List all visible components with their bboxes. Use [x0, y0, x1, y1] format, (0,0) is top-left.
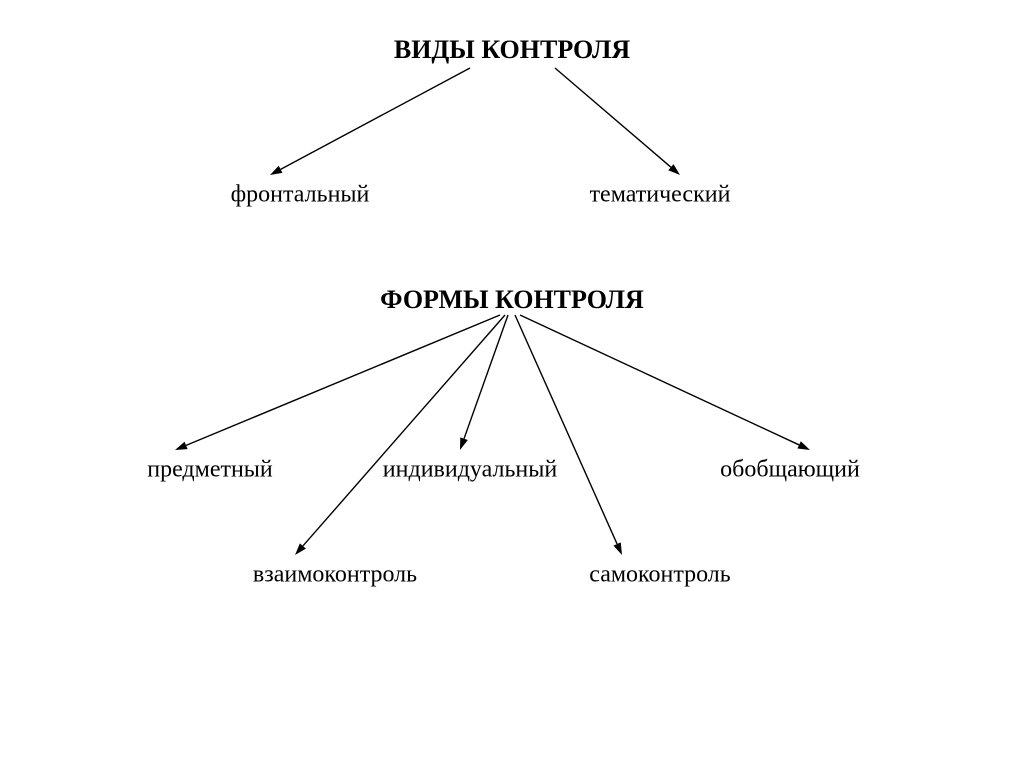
- leaf-self: самоконтроль: [589, 562, 730, 589]
- leaf-subject: предметный: [147, 457, 273, 484]
- leaf-individual: индивидуальный: [383, 457, 557, 484]
- leaf-frontal: фронтальный: [231, 182, 370, 209]
- leaf-mutual: взаимоконтроль: [253, 562, 417, 589]
- arrows-svg: [0, 0, 1024, 768]
- leaf-general: обобщающий: [720, 457, 860, 484]
- leaf-thematic: тематический: [590, 182, 731, 209]
- forms-title: ФОРМЫ КОНТРОЛЯ: [380, 285, 644, 315]
- types-title: ВИДЫ КОНТРОЛЯ: [394, 35, 630, 65]
